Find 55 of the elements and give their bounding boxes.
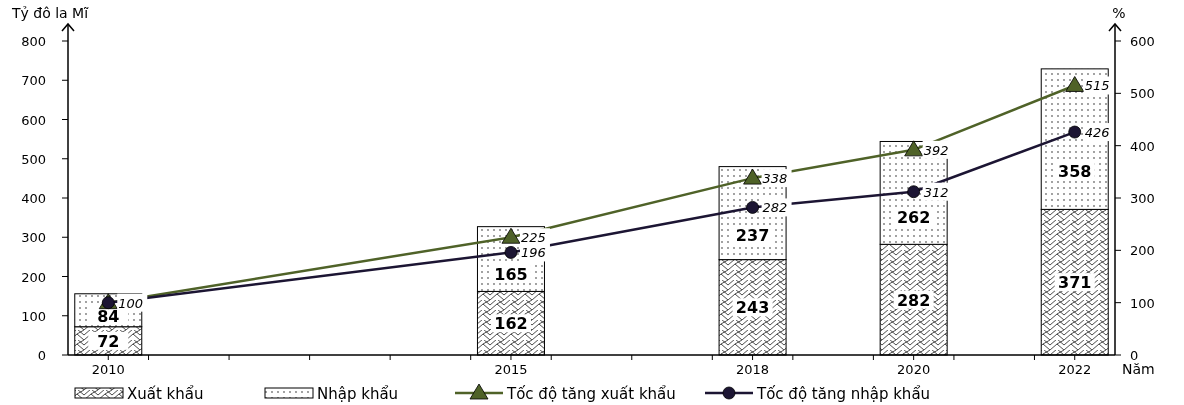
y-axis-title: Tỷ đô la Mĩ (11, 5, 90, 21)
point (907, 185, 921, 199)
y-tick-label: 800 (21, 34, 46, 49)
y2-axis-title: % (1112, 5, 1126, 21)
point (1065, 76, 1085, 92)
data-label: 196 (520, 245, 546, 261)
legend-label: Nhập khẩu (317, 385, 399, 403)
x-tick-label: 2020 (897, 362, 931, 377)
x-tick-label: 2018 (736, 362, 770, 377)
data-label: 262 (896, 207, 931, 227)
point (746, 201, 759, 214)
point (501, 227, 521, 244)
legend-label: Xuất khẩu (127, 385, 204, 403)
y2-tick-label: 200 (1130, 243, 1155, 259)
legend-label: Tốc độ tăng xuất khẩu (506, 385, 676, 403)
data-label: 426 (1084, 125, 1110, 141)
x-axis-title: Năm (1122, 361, 1155, 377)
data-label: 282 (896, 290, 931, 310)
y-tick-label: 400 (21, 191, 46, 206)
point (743, 168, 762, 185)
point (904, 140, 924, 157)
data-label: 162 (494, 314, 528, 334)
data-label: 338 (762, 171, 788, 187)
y-tick-label: 600 (21, 112, 46, 128)
data-label: 515 (1084, 78, 1110, 94)
legend-label: Tốc độ tăng nhập khẩu (756, 385, 931, 403)
y2-tick-label: 0 (1130, 348, 1139, 363)
data-label: 165 (494, 264, 528, 284)
y-tick-label: 0 (37, 348, 46, 363)
y2-tick-label: 100 (1130, 295, 1155, 311)
y2-tick-label: 500 (1130, 86, 1155, 102)
data-label: 100 (118, 295, 144, 311)
data-label: 84 (97, 306, 120, 326)
data-label: 392 (923, 142, 949, 158)
data-label: 282 (762, 200, 788, 216)
data-label: 225 (520, 230, 546, 246)
y2-tick-label: 600 (1130, 34, 1155, 49)
y2-tick-label: 400 (1130, 138, 1155, 154)
x-tick-label: 2015 (494, 362, 528, 377)
y-tick-label: 700 (21, 73, 46, 89)
y2-tick-label: 300 (1130, 191, 1155, 206)
point (1068, 125, 1082, 139)
data-label: 371 (1058, 273, 1092, 293)
data-label: 312 (923, 184, 949, 200)
y-tick-label: 300 (21, 230, 46, 246)
data-label: 243 (735, 298, 770, 318)
x-tick-label: 2010 (91, 362, 125, 377)
y-tick-label: 500 (21, 151, 46, 167)
point (504, 246, 518, 259)
x-tick-label: 2022 (1058, 362, 1092, 377)
y-tick-label: 200 (21, 269, 46, 285)
y-tick-label: 100 (21, 308, 46, 324)
data-label: 358 (1058, 162, 1092, 182)
data-label: 72 (97, 331, 120, 351)
data-label: 237 (735, 225, 770, 245)
